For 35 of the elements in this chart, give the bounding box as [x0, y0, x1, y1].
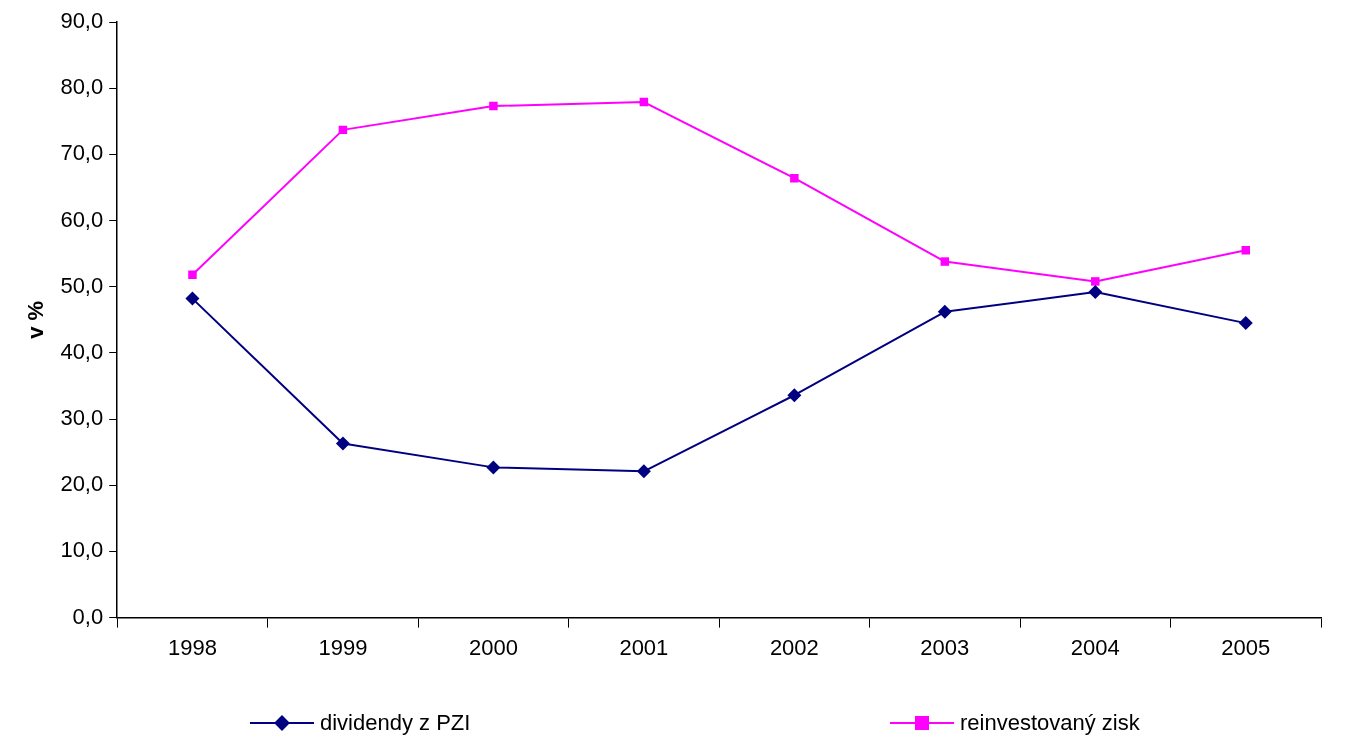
y-tick-label: 80,0 — [60, 74, 104, 100]
point — [185, 291, 200, 306]
x-tick-label: 1998 — [167, 634, 217, 660]
y-tick-label: 20,0 — [60, 471, 104, 497]
point — [636, 464, 651, 479]
x-tick-label: 1999 — [318, 634, 368, 660]
point — [1091, 277, 1100, 286]
point — [1238, 316, 1253, 331]
point — [1241, 246, 1251, 255]
x-tick-label: 2001 — [619, 634, 669, 660]
y-tick-label: 70,0 — [60, 140, 104, 166]
point — [335, 436, 350, 451]
y-tick-label: 10,0 — [60, 537, 104, 563]
x-tick-label: 2004 — [1070, 634, 1120, 660]
y-axis-title: v % — [23, 300, 49, 339]
point — [937, 304, 952, 319]
y-tick-label: 40,0 — [60, 338, 104, 364]
point — [489, 101, 498, 111]
y-tick-label: 50,0 — [60, 272, 104, 298]
y-tick-label: 90,0 — [60, 8, 104, 34]
point — [940, 257, 950, 266]
x-tick-label: 2000 — [468, 634, 518, 660]
point — [486, 460, 501, 475]
point — [787, 388, 802, 403]
x-tick-label: 2005 — [1221, 634, 1271, 660]
legend-label: dividendy z PZI — [320, 710, 471, 736]
x-tick-label: 2003 — [920, 634, 970, 660]
y-tick-label: 30,0 — [60, 405, 104, 431]
x-tick-label: 2002 — [769, 634, 819, 660]
point — [1088, 285, 1103, 300]
point — [188, 270, 197, 280]
legend-label: reinvestovaný zisk — [960, 710, 1140, 736]
point — [790, 173, 799, 183]
y-tick-label: 0,0 — [72, 603, 104, 629]
y-tick-label: 60,0 — [60, 206, 104, 232]
